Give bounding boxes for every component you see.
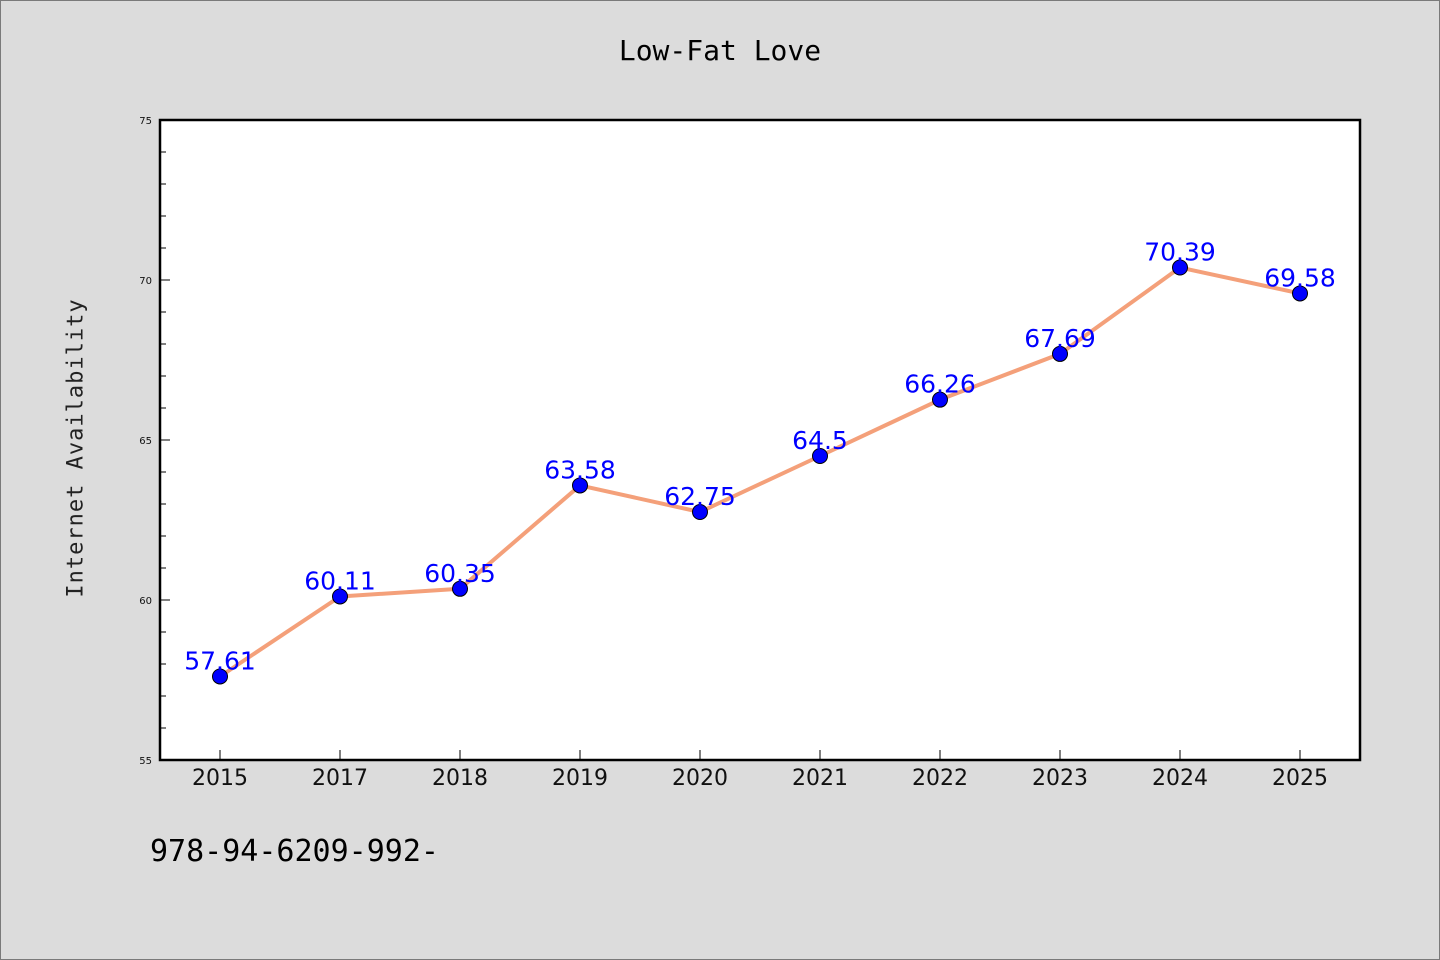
data-label: 62.75 [664, 482, 736, 511]
data-label: 66.26 [904, 370, 976, 399]
chart-title: Low-Fat Love [618, 34, 822, 67]
x-tick-label: 2021 [792, 766, 848, 791]
data-label: 60.35 [424, 559, 496, 588]
data-point [1052, 345, 1068, 362]
x-tick-label: 2017 [312, 766, 368, 791]
data-point [1172, 259, 1188, 276]
data-point [692, 504, 708, 520]
footer-code: 978-94-6209-992- [150, 834, 439, 869]
x-tick-label: 2022 [912, 766, 968, 791]
y-tick-label: 70 [139, 276, 152, 287]
data-label: 60.11 [304, 566, 376, 595]
x-tick-label: 2025 [1272, 766, 1328, 791]
x-tick-label: 2015 [192, 766, 248, 791]
y-tick-label: 60 [139, 596, 152, 607]
series-markers [212, 259, 1308, 685]
data-point [452, 580, 468, 597]
data-label: 64.5 [792, 426, 848, 455]
y-tick-label: 75 [139, 116, 152, 127]
data-label: 67.69 [1024, 324, 1096, 353]
data-labels: 57.61 60.11 60.35 63.58 62.75 64.5 66.26 67.69 7… [184, 238, 1336, 676]
series-line [218, 265, 1301, 679]
y-tick-label: 65 [139, 436, 152, 447]
y-axis-ticks: 55 60 65 70 75 [139, 116, 170, 767]
x-tick-label: 2023 [1032, 766, 1088, 791]
data-point [332, 588, 348, 605]
data-point [932, 391, 948, 408]
x-tick-label: 2019 [552, 766, 608, 791]
data-point [1292, 285, 1308, 302]
data-label: 57.61 [184, 646, 256, 675]
data-label: 63.58 [544, 455, 616, 484]
data-label: 69.58 [1264, 263, 1336, 292]
data-point [572, 477, 588, 494]
data-label: 70.39 [1144, 238, 1216, 267]
y-tick-label: 55 [139, 756, 152, 767]
x-tick-label: 2024 [1152, 766, 1208, 791]
x-axis-ticks: 2015 2017 2018 2019 2020 2021 2022 2023 2024 2025 [192, 750, 1328, 791]
data-point [212, 668, 228, 685]
data-point [812, 448, 828, 464]
plot-area [158, 118, 1362, 762]
x-tick-label: 2018 [432, 766, 488, 791]
x-tick-label: 2020 [672, 766, 728, 791]
